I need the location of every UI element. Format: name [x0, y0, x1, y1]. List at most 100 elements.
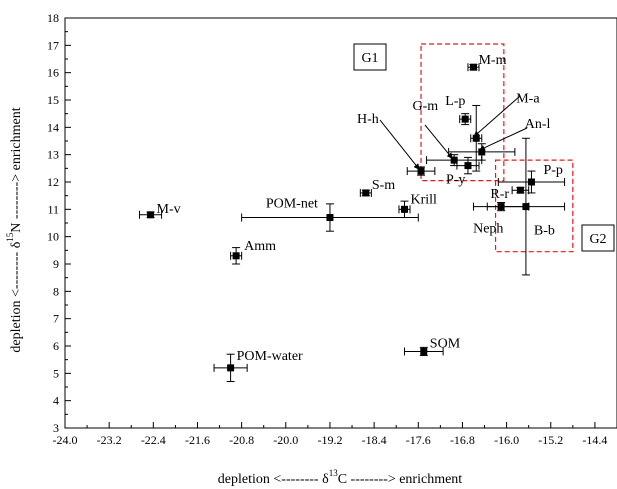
y-tick-label: 18: [47, 11, 59, 25]
group-label-box-g2: [581, 224, 615, 252]
y-tick-label: 7: [53, 312, 59, 326]
point-p-p: P-p: [497, 163, 566, 194]
y-tick-label: 17: [47, 38, 59, 52]
point-label: S-m: [372, 178, 395, 193]
point-label: H-h: [357, 112, 379, 127]
point-amm: Amm: [230, 239, 276, 265]
x-tick-label: -14.4: [582, 433, 607, 447]
x-tick-label: -22.4: [141, 433, 166, 447]
x-tick-label: -15.2: [538, 433, 563, 447]
group-boxes: G1 G2: [353, 43, 615, 253]
group-label-box-g1: [353, 43, 387, 71]
y-axis-title-sup: 15: [5, 232, 15, 242]
leader-arrow-g-m: [424, 124, 453, 159]
y-axis-title-right: N --------> enrichment: [9, 107, 24, 232]
y-tick-label: 5: [53, 366, 59, 380]
x-tick-label: -20.0: [273, 433, 298, 447]
point-marker: [461, 115, 469, 123]
x-tick-label: -24.0: [53, 433, 78, 447]
point-m-v: M-v: [139, 202, 181, 219]
point-label: Neph: [473, 222, 503, 237]
point-marker: [232, 252, 240, 260]
point-krill: Krill: [398, 192, 437, 219]
group-box-g1: [420, 43, 505, 182]
point-label: M-v: [157, 202, 181, 217]
x-tick-label: -21.6: [185, 433, 210, 447]
y-axis-title-left: depletion <-------- δ: [9, 241, 24, 352]
x-tick-label: -16.0: [494, 433, 519, 447]
group-label-g1: G1: [361, 51, 378, 66]
point-label: Krill: [410, 192, 437, 207]
point-marker: [362, 189, 370, 197]
point-label: B-b: [534, 224, 555, 239]
y-tick-label: 13: [47, 148, 59, 162]
leader-arrow-an-l: [478, 127, 528, 151]
leader-arrow-m-a: [473, 95, 521, 137]
point-label: M-a: [516, 91, 540, 106]
y-tick-label: 12: [47, 175, 59, 189]
point-s-m: S-m: [359, 178, 395, 197]
x-tick-label: -18.4: [362, 433, 387, 447]
y-tick-label: 10: [47, 230, 59, 244]
x-axis-title-sup: 13: [329, 468, 339, 478]
point-label: SOM: [430, 336, 461, 351]
point-marker: [472, 134, 480, 142]
point-label: M-m: [478, 53, 506, 68]
point-label: L-p: [445, 94, 465, 109]
x-tick-label: -17.6: [406, 433, 431, 447]
x-axis-title: depletion <-------- δ13C --------> enric…: [218, 468, 463, 487]
point-marker: [147, 211, 155, 219]
point-marker: [527, 178, 535, 186]
point-marker: [326, 214, 334, 222]
leader-arrows: [379, 95, 528, 170]
point-marker: [464, 162, 472, 170]
point-pom-net: POM-net: [241, 197, 419, 232]
x-axis-title-right: C --------> enrichment: [338, 472, 463, 487]
point-marker: [469, 63, 477, 71]
point-marker: [417, 167, 425, 175]
point-label: POM-net: [266, 197, 318, 212]
y-tick-label: 14: [47, 120, 59, 134]
group-label-g2: G2: [589, 232, 606, 247]
x-axis-ticks: -24.0 -23.2 -22.4 -21.6 -20.8 -20.0 -19.2 -18.4…: [53, 422, 607, 447]
y-tick-label: 11: [47, 202, 59, 216]
point-l-p: L-p: [445, 94, 472, 126]
x-tick-label: -19.2: [317, 433, 342, 447]
y-axis-ticks: 3 4 5 6 7 8 9 10 11 12 13 14 15 16 17 18: [47, 11, 71, 435]
point-label: POM-water: [237, 349, 303, 364]
point-marker: [450, 156, 458, 164]
point-pom-water: POM-water: [213, 349, 303, 383]
point-b-b: B-b: [486, 137, 566, 276]
y-tick-label: 3: [53, 421, 59, 435]
y-tick-label: 4: [53, 394, 59, 408]
point-label: P-y: [446, 173, 465, 188]
point-h-h: H-h: [357, 112, 436, 176]
data-points: M-v Amm POM-water POM-net S-m Krill SOM H-h G-m P…: [139, 53, 566, 383]
y-tick-label: 6: [53, 339, 59, 353]
group-box-g2: [494, 159, 574, 253]
point-neph: Neph: [472, 202, 530, 237]
x-tick-label: -20.8: [229, 433, 254, 447]
point-label: G-m: [412, 99, 438, 114]
y-axis-title: depletion <-------- δ15N --------> enric…: [5, 107, 24, 352]
leader-arrow-h-h: [379, 119, 420, 170]
y-tick-label: 9: [53, 257, 59, 271]
y-tick-label: 16: [47, 66, 59, 80]
point-an-l: An-l: [448, 117, 551, 161]
x-axis-title-left: depletion <-------- δ: [218, 472, 329, 487]
point-label: P-p: [543, 163, 562, 178]
point-r-r: R-r: [490, 186, 530, 202]
point-marker: [420, 347, 428, 355]
y-tick-label: 8: [53, 284, 59, 298]
point-marker: [522, 203, 530, 211]
y-tick-label: 15: [47, 93, 59, 107]
x-tick-label: -16.8: [450, 433, 475, 447]
point-marker: [516, 186, 524, 194]
point-marker: [400, 205, 408, 213]
point-label: R-r: [490, 187, 509, 202]
point-marker: [478, 148, 486, 156]
point-marker: [227, 364, 235, 372]
x-tick-label: -23.2: [97, 433, 122, 447]
